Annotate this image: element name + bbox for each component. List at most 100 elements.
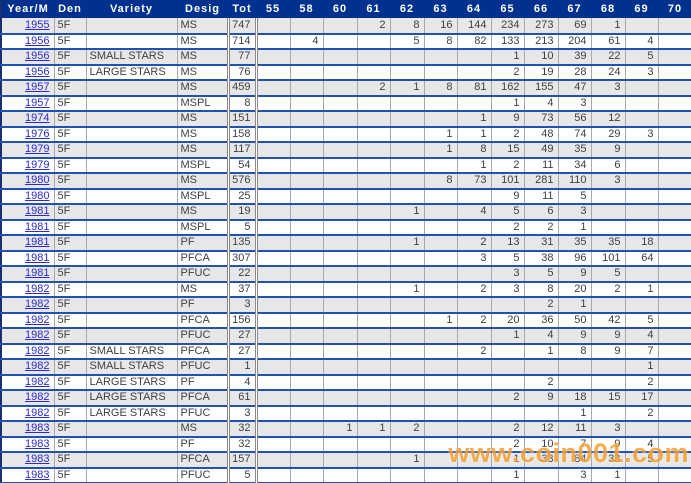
year-link[interactable]: 1982 (1, 312, 55, 329)
variety-cell (86, 312, 178, 329)
grade-68-cell: 9 (591, 142, 626, 159)
grade-58-cell (290, 421, 324, 438)
grade-65-cell: 1 (491, 467, 525, 483)
total-cell: 3 (226, 297, 258, 314)
grade-62-cell (390, 64, 425, 81)
year-link[interactable]: 1980 (1, 188, 55, 205)
year-link[interactable]: 1982 (1, 281, 55, 298)
year-link[interactable]: 1955 (1, 18, 55, 35)
grade-67-cell: 110 (558, 173, 592, 190)
year-link[interactable]: 1956 (1, 64, 55, 81)
year-link[interactable]: 1979 (1, 157, 55, 174)
year-link[interactable]: 1982 (1, 359, 55, 376)
total-cell: 158 (226, 126, 258, 143)
year-link[interactable]: 1956 (1, 33, 55, 50)
grade-61-cell (357, 95, 391, 112)
year-link[interactable]: 1974 (1, 111, 55, 128)
year-link[interactable]: 1982 (1, 374, 55, 391)
desig-cell: PF (177, 297, 229, 314)
year-link[interactable]: 1981 (1, 204, 55, 221)
grade-65-cell (491, 359, 525, 376)
grade-63-cell (424, 405, 458, 422)
year-link[interactable]: 1981 (1, 235, 55, 252)
grade-63-cell (424, 421, 458, 438)
grade-67-cell: 50 (558, 312, 592, 329)
grade-58-cell (290, 111, 324, 128)
grade-69-cell: 5 (625, 312, 659, 329)
grade-66-cell: 48 (524, 126, 559, 143)
grade-65-cell (491, 297, 525, 314)
table-row: 1956 5F LARGE STARS MS 76 2 19 28 24 3 (1, 64, 691, 81)
column-header-58: 58 (290, 0, 323, 18)
grade-67-cell: 1 (558, 219, 592, 236)
grade-55-cell (256, 80, 291, 97)
grade-58-cell (290, 157, 324, 174)
table-row: 1982 5F PFCA 156 1 2 20 36 50 42 5 (1, 312, 691, 329)
desig-cell: PFCA (177, 390, 229, 407)
column-header-70: 70 (658, 0, 691, 18)
grade-64-cell: 2 (457, 312, 492, 329)
year-link[interactable]: 1982 (1, 405, 55, 422)
variety-cell (86, 436, 178, 453)
grade-66-cell: 12 (524, 421, 559, 438)
grade-69-cell (625, 157, 659, 174)
year-link[interactable]: 1957 (1, 95, 55, 112)
grade-55-cell (256, 405, 291, 422)
grade-64-cell (457, 188, 492, 205)
grade-64-cell (457, 219, 492, 236)
table-row: 1983 5F MS 32 1 1 2 2 12 11 3 (1, 421, 691, 438)
grade-68-cell (591, 297, 626, 314)
year-link[interactable]: 1957 (1, 80, 55, 97)
total-cell: 54 (226, 157, 258, 174)
table-row: 1982 5F MS 37 1 2 3 8 20 2 1 (1, 281, 691, 298)
grade-67-cell (558, 359, 592, 376)
grade-55-cell (256, 188, 291, 205)
grade-55-cell (256, 126, 291, 143)
year-link[interactable]: 1979 (1, 142, 55, 159)
grade-63-cell (424, 250, 458, 267)
year-link[interactable]: 1983 (1, 421, 55, 438)
grade-61-cell (357, 142, 391, 159)
desig-cell: MS (177, 204, 229, 221)
year-link[interactable]: 1981 (1, 266, 55, 283)
grade-55-cell (256, 111, 291, 128)
year-link[interactable]: 1982 (1, 297, 55, 314)
variety-cell (86, 219, 178, 236)
grade-70-cell (658, 142, 691, 159)
year-link[interactable]: 1976 (1, 126, 55, 143)
grade-65-cell: 9 (491, 188, 525, 205)
grade-70-cell (658, 188, 691, 205)
grade-62-cell: 1 (390, 204, 425, 221)
variety-cell: LARGE STARS (86, 64, 178, 81)
grade-63-cell: 1 (424, 142, 458, 159)
grade-58-cell (290, 281, 324, 298)
grade-63-cell: 8 (424, 33, 458, 50)
grade-60-cell (323, 250, 358, 267)
year-link[interactable]: 1956 (1, 49, 55, 66)
table-row: 1982 5F LARGE STARS PF 4 2 2 (1, 374, 691, 391)
grade-69-cell (625, 297, 659, 314)
total-cell: 1 (226, 359, 258, 376)
grade-68-cell: 9 (591, 328, 626, 345)
variety-cell (86, 80, 178, 97)
year-link[interactable]: 1983 (1, 467, 55, 483)
year-link[interactable]: 1982 (1, 328, 55, 345)
year-link[interactable]: 1983 (1, 436, 55, 453)
year-link[interactable]: 1982 (1, 390, 55, 407)
grade-58-cell (290, 405, 324, 422)
variety-cell: SMALL STARS (86, 49, 178, 66)
grade-65-cell: 1 (491, 95, 525, 112)
year-link[interactable]: 1980 (1, 173, 55, 190)
den-cell: 5F (54, 235, 87, 252)
year-link[interactable]: 1981 (1, 219, 55, 236)
grade-61-cell (357, 297, 391, 314)
grade-58-cell (290, 343, 324, 360)
grade-66-cell (524, 359, 559, 376)
year-link[interactable]: 1982 (1, 343, 55, 360)
desig-cell: MS (177, 111, 229, 128)
total-cell: 459 (226, 80, 258, 97)
grade-68-cell: 22 (591, 49, 626, 66)
year-link[interactable]: 1981 (1, 250, 55, 267)
year-link[interactable]: 1983 (1, 452, 55, 469)
